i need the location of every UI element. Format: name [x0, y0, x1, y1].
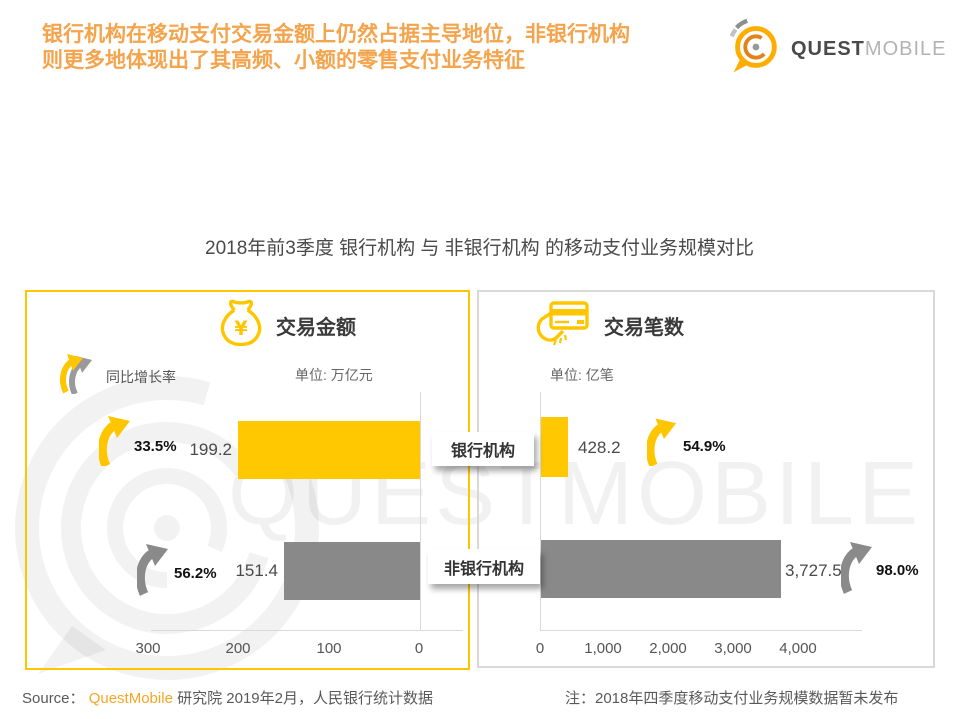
- source-line: Source： QuestMobile 研究院 2019年2月，人民银行统计数据: [22, 687, 433, 708]
- count-nonbank-bar: [541, 540, 781, 598]
- questmobile-logo-text: QUESTMOBILE: [791, 38, 946, 61]
- yoy-growth-legend-label: 同比增长率: [106, 368, 176, 385]
- amount-panel-title: 交易金额: [276, 316, 356, 339]
- source-brand: QuestMobile: [88, 690, 173, 707]
- logo-mobile: MOBILE: [864, 38, 947, 60]
- count-nonbank-growth: 98.0%: [876, 562, 919, 579]
- count-baseline: [540, 630, 862, 631]
- count-unit-label: 单位: 亿笔: [550, 367, 614, 383]
- amount-tick-100: 100: [316, 640, 342, 657]
- amount-bank-growth-arrow-icon: [97, 416, 133, 471]
- questmobile-logo: QUESTMOBILE: [723, 16, 946, 83]
- panel-transaction-count: [477, 290, 935, 668]
- row-label-bank: 银行机构: [432, 432, 534, 466]
- row-label-nonbank: 非银行机构: [428, 549, 540, 584]
- amount-tick-200: 200: [225, 640, 251, 657]
- count-nonbank-value: 3,727.5: [785, 561, 842, 580]
- money-bag-icon: ¥: [220, 298, 262, 352]
- count-tick-3000: 3,000: [714, 640, 752, 657]
- questmobile-logo-icon: [723, 16, 785, 83]
- amount-tick-300: 300: [135, 640, 161, 657]
- amount-tick-0: 0: [414, 640, 424, 657]
- count-bank-growth: 54.9%: [683, 438, 726, 455]
- count-panel-title: 交易笔数: [604, 317, 684, 339]
- count-bank-bar: [541, 417, 568, 477]
- chart-title: 2018年前3季度 银行机构 与 非银行机构 的移动支付业务规模对比: [205, 238, 754, 259]
- amount-bank-bar: [238, 421, 420, 479]
- logo-quest: QUEST: [791, 38, 865, 60]
- count-zero-axis: [540, 392, 541, 630]
- panel-transaction-amount: [25, 290, 470, 670]
- page-title-line2: 则更多地体现出了其高频、小额的零售支付业务特征: [42, 49, 525, 72]
- amount-nonbank-growth-arrow-icon: [135, 541, 171, 602]
- footnote: 注：2018年四季度移动支付业务规模数据暂未发布: [565, 690, 899, 707]
- amount-bank-value: 199.2: [189, 440, 232, 459]
- amount-panel-header: ¥ 交易金额: [220, 298, 356, 352]
- card-in-hand-icon: [536, 300, 590, 351]
- count-bank-growth-arrow-icon: [645, 418, 679, 471]
- growth-arrows-icon: [58, 354, 98, 399]
- source-text: 研究院 2019年2月，人民银行统计数据: [177, 690, 433, 707]
- page-title: 银行机构在移动支付交易金额上仍然占据主导地位，非银行机构 则更多地体现出了其高频…: [42, 22, 742, 74]
- count-tick-0: 0: [535, 640, 545, 657]
- page-title-line1: 银行机构在移动支付交易金额上仍然占据主导地位，非银行机构: [42, 23, 630, 46]
- amount-nonbank-value: 151.4: [235, 561, 278, 580]
- amount-bank-growth: 33.5%: [134, 438, 177, 455]
- count-nonbank-growth-arrow-icon: [839, 539, 875, 600]
- count-bank-value: 428.2: [578, 438, 621, 457]
- amount-nonbank-growth: 56.2%: [174, 565, 217, 582]
- amount-unit-label: 单位: 万亿元: [295, 367, 373, 383]
- amount-nonbank-bar: [284, 542, 420, 600]
- count-panel-header: 交易笔数: [536, 300, 684, 351]
- amount-zero-axis: [420, 392, 421, 630]
- source-label: Source：: [22, 690, 85, 707]
- amount-baseline: [151, 630, 463, 631]
- count-tick-1000: 1,000: [584, 640, 622, 657]
- svg-text:¥: ¥: [234, 317, 248, 340]
- count-tick-4000: 4,000: [779, 640, 817, 657]
- count-tick-2000: 2,000: [649, 640, 687, 657]
- yoy-growth-legend: 同比增长率: [58, 354, 176, 399]
